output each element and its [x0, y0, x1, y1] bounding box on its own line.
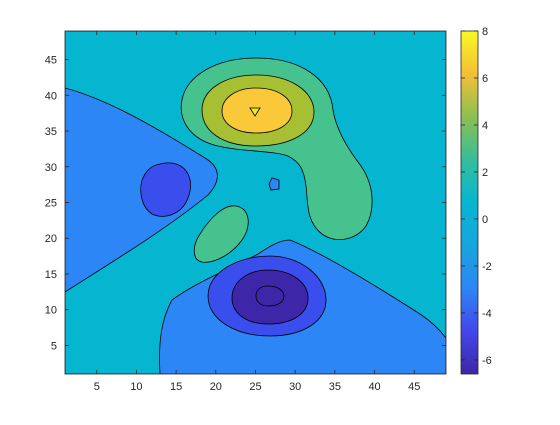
left-trough-core — [140, 162, 191, 217]
small-trough — [268, 177, 280, 191]
y-tick-label: 25 — [45, 198, 57, 210]
x-tick-label: 45 — [408, 381, 420, 393]
colorbar-tick-label: 0 — [482, 214, 488, 226]
x-axis-ticks: 5 10 15 20 25 30 35 40 45 — [94, 31, 420, 393]
colorbar-tick-label: 6 — [482, 73, 488, 85]
bottom-trough-core — [255, 285, 285, 307]
colorbar-ticks: -6 -4 -2 0 2 4 6 8 — [461, 26, 492, 367]
y-tick-label: 45 — [45, 55, 57, 67]
y-tick-label: 10 — [45, 305, 57, 317]
x-tick-label: 40 — [368, 381, 380, 393]
ridge-left — [193, 205, 249, 263]
y-tick-label: 5 — [51, 340, 57, 352]
peak-core — [249, 107, 261, 117]
x-tick-label: 30 — [289, 381, 301, 393]
colorbar-tick-label: -2 — [482, 261, 492, 273]
y-tick-label: 20 — [45, 233, 57, 245]
x-tick-label: 15 — [170, 381, 182, 393]
colorbar-tick-label: -4 — [482, 308, 492, 320]
x-tick-label: 25 — [249, 381, 261, 393]
y-tick-label: 15 — [45, 269, 57, 281]
x-tick-label: 10 — [130, 381, 142, 393]
colorbar-tick-label: 4 — [482, 120, 488, 132]
plot-area — [65, 31, 446, 374]
y-tick-label: 35 — [45, 126, 57, 138]
x-tick-label: 5 — [94, 381, 100, 393]
y-tick-label: 30 — [45, 162, 57, 174]
x-tick-label: 20 — [210, 381, 222, 393]
colorbar-tick-label: -6 — [482, 355, 492, 367]
x-tick-label: 35 — [329, 381, 341, 393]
colorbar — [460, 30, 479, 375]
y-axis-ticks: 5 10 15 20 25 30 35 40 45 — [45, 55, 446, 352]
colorbar-tick-label: 8 — [482, 26, 488, 38]
colorbar-tick-label: 2 — [482, 167, 488, 179]
y-tick-label: 40 — [45, 90, 57, 102]
